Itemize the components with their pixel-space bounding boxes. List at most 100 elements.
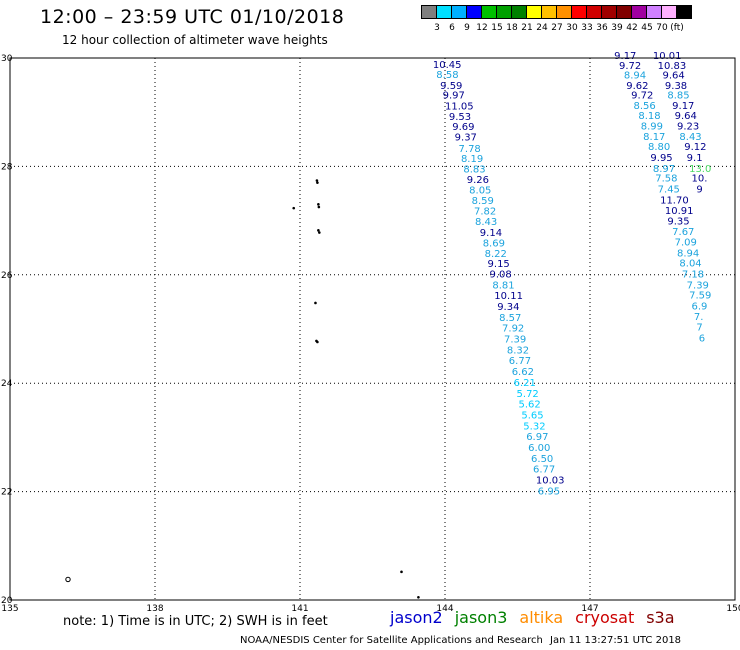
island-dot: [316, 181, 319, 184]
wave-height-value: 9.15: [488, 259, 510, 270]
wave-height-value: 10.11: [494, 291, 523, 302]
wave-height-value: 9.37: [455, 132, 477, 143]
legend-label: 30: [566, 23, 578, 33]
island-dot: [417, 595, 420, 599]
legend-label: 36: [596, 23, 608, 33]
wave-height-value: 7.: [694, 312, 704, 323]
wave-height-value: 9.97: [443, 91, 465, 102]
wave-height-value: 8.94: [677, 248, 699, 259]
x-tick-label: 141: [291, 604, 308, 614]
wave-height-value: 9.69: [452, 122, 474, 133]
wave-height-value: 9.62: [626, 81, 648, 92]
satellite-name: cryosat: [575, 608, 635, 627]
wave-height-value: 8.57: [499, 313, 521, 324]
wave-height-value: 5.62: [518, 400, 540, 411]
wave-height-value: 11.05: [445, 101, 474, 112]
satellite-name: jason2: [390, 608, 443, 627]
map-title: 12:00 – 23:59 UTC 01/10/2018: [40, 6, 345, 28]
satellite-name: s3a: [646, 608, 675, 627]
satellite-name: jason3: [454, 608, 508, 627]
wave-height-value: 8.58: [436, 70, 458, 81]
wave-height-value: 5.65: [521, 410, 543, 421]
footnote: note: 1) Time is in UTC; 2) SWH is in fe…: [63, 614, 328, 629]
wave-height-value: 8.83: [463, 164, 485, 175]
wave-height-value: 7.58: [655, 174, 677, 185]
wave-height-value: 9.59: [440, 81, 462, 92]
wave-height-value: 7.09: [675, 238, 697, 249]
legend-swatches: [421, 5, 692, 19]
pass-time-label: 2005: [0, 0, 33, 4]
wave-height-value: 13.0: [689, 164, 711, 175]
wave-height-value: 6.97: [526, 432, 548, 443]
island-dot: [317, 203, 320, 206]
island-dot: [315, 179, 319, 182]
y-tick-label: 30: [1, 54, 13, 64]
wave-height-value: 7.39: [504, 335, 526, 346]
wave-height-value: 9.23: [677, 122, 699, 133]
island-dot: [292, 206, 296, 210]
wave-height-value: 6.50: [531, 454, 553, 465]
map-subtitle: 12 hour collection of altimeter wave hei…: [62, 33, 328, 47]
wave-height-value: 7: [696, 323, 702, 334]
wave-height-value: 8.05: [469, 186, 491, 197]
map-frame: [9, 57, 736, 601]
wave-height-value: 8.17: [643, 132, 665, 143]
wave-height-value: 9.35: [667, 216, 689, 227]
wave-height-value: 8.97: [653, 164, 675, 175]
wave-height-value: 8.81: [492, 280, 514, 291]
wave-height-value: 9.64: [663, 71, 685, 82]
island-dot: [317, 205, 321, 209]
wave-height-value: 8.43: [475, 217, 497, 228]
wave-height-value: 7.92: [502, 324, 524, 335]
wave-height-value: 9.17: [672, 101, 694, 112]
island-dot: [318, 231, 321, 234]
legend-label: 21: [521, 23, 533, 33]
wave-height-value: 6.77: [509, 356, 531, 367]
legend-label: (ft): [670, 23, 684, 33]
wave-height-value: 6: [699, 333, 705, 344]
island-dot: [400, 570, 403, 574]
x-tick-label: 144: [436, 604, 453, 614]
wave-height-value: 8.80: [648, 142, 670, 153]
wave-height-value: 7.59: [689, 291, 711, 302]
legend-label: 39: [611, 23, 623, 33]
wave-height-value: 7.18: [682, 270, 704, 281]
wave-height-value: 7.67: [672, 227, 694, 238]
legend-label: 45: [641, 23, 653, 33]
island-dot: [316, 340, 319, 344]
x-tick-label: 150: [726, 604, 740, 614]
wave-height-value: 8.18: [638, 111, 660, 122]
y-tick-label: 26: [1, 271, 13, 281]
legend-label: 33: [581, 23, 593, 33]
legend-label: 18: [506, 23, 518, 33]
wave-height-value: 10.01: [653, 51, 682, 62]
y-tick-label: 24: [1, 379, 13, 389]
legend-label: 27: [551, 23, 563, 33]
wave-height-value: 6.21: [514, 378, 536, 389]
wave-height-value: 9.14: [480, 228, 502, 239]
pass-time-label: 2052: [0, 0, 33, 4]
legend-label: 24: [536, 23, 548, 33]
wave-height-value: 8.59: [472, 196, 494, 207]
wave-height-value: 9.12: [684, 142, 706, 153]
pass-time-label: 2107: [0, 0, 33, 4]
island-ring: [65, 576, 71, 583]
wave-height-value: 8.94: [624, 71, 646, 82]
pass-time-label: 21: [0, 0, 17, 4]
wave-height-value: 9.26: [467, 175, 489, 186]
wave-height-value: 6.00: [528, 443, 550, 454]
wave-height-value: 10.03: [536, 475, 565, 486]
wave-height-value: 8.19: [461, 154, 483, 165]
wave-height-value: 5.72: [517, 389, 539, 400]
timestamp: Jan 11 13:27:51 UTC 2018: [550, 635, 682, 646]
wave-height-value: 9.53: [449, 112, 471, 123]
wave-height-value: 6.77: [533, 465, 555, 476]
pass-time-label: 2003: [0, 0, 33, 4]
y-tick-label: 28: [1, 162, 13, 172]
wave-height-value: 9.08: [489, 270, 511, 281]
legend-label: 70: [656, 23, 668, 33]
legend-label: 3: [434, 23, 440, 33]
wave-height-value: 9.72: [631, 91, 653, 102]
y-tick-label: 22: [1, 488, 12, 498]
